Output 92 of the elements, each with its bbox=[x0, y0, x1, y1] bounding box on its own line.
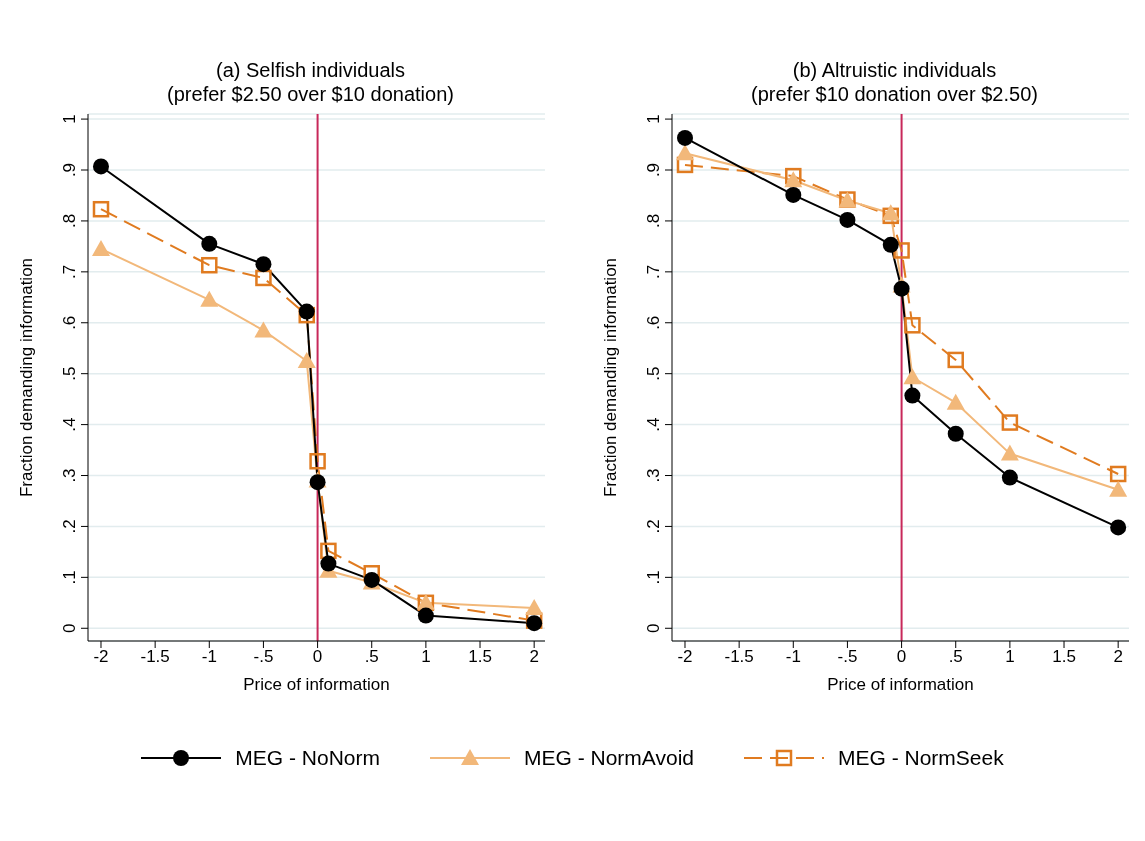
point bbox=[297, 351, 316, 368]
point bbox=[298, 303, 315, 320]
point bbox=[947, 351, 964, 369]
y-tick-label: .1 bbox=[644, 570, 663, 585]
point bbox=[320, 542, 337, 560]
y-tick-label: .7 bbox=[644, 264, 663, 279]
chart-subtitle: (prefer $10 donation over $2.50) bbox=[750, 82, 1039, 106]
point bbox=[784, 171, 803, 188]
x-tick-label: 2 bbox=[1113, 647, 1123, 667]
point bbox=[881, 204, 900, 221]
x-axis-title: Price of information bbox=[827, 675, 974, 694]
y-tick-label: .6 bbox=[60, 315, 79, 330]
y-tick-label: 0 bbox=[60, 623, 79, 633]
x-tick-label: 1.5 bbox=[468, 647, 492, 667]
x-axis-title: Price of information bbox=[243, 675, 390, 694]
point bbox=[320, 555, 337, 572]
point bbox=[904, 387, 921, 404]
y-tick-label: .6 bbox=[644, 315, 663, 330]
y-tick-label: .2 bbox=[644, 519, 663, 534]
x-tick-label: 1 bbox=[421, 647, 431, 667]
point bbox=[882, 236, 899, 253]
y-tick-label: 1 bbox=[60, 114, 79, 124]
y-tick-label: .7 bbox=[60, 264, 79, 279]
legend-label: MEG - NoNorm bbox=[235, 746, 380, 770]
x-tick-label: -2 bbox=[677, 647, 693, 667]
x-tick-label: -.5 bbox=[837, 647, 858, 667]
point bbox=[298, 306, 315, 324]
point bbox=[882, 207, 899, 225]
y-tick-label: 0 bbox=[644, 623, 663, 633]
point bbox=[255, 269, 272, 287]
x-tick-label: -2 bbox=[93, 647, 109, 667]
chart-title: (a) Selfish individuals bbox=[215, 58, 406, 82]
chart-subtitle: (prefer $2.50 over $10 donation) bbox=[166, 82, 455, 106]
point bbox=[1000, 444, 1019, 461]
y-tick-label: .2 bbox=[60, 519, 79, 534]
y-tick-label: .9 bbox=[60, 162, 79, 178]
point bbox=[785, 186, 802, 203]
point bbox=[1001, 414, 1019, 431]
y-tick-label: .5 bbox=[60, 366, 79, 381]
x-tick-label: .5 bbox=[364, 647, 379, 667]
point bbox=[677, 129, 693, 146]
y-axis-title: Fraction demanding information bbox=[601, 257, 621, 498]
legend-label: MEG - NormAvoid bbox=[524, 746, 694, 770]
point bbox=[1110, 519, 1127, 536]
x-tick-label: .5 bbox=[948, 647, 963, 667]
point bbox=[92, 239, 110, 256]
y-tick-label: .1 bbox=[60, 570, 79, 585]
y-tick-label: .3 bbox=[644, 468, 663, 483]
y-tick-label: .4 bbox=[644, 417, 663, 432]
point bbox=[309, 453, 326, 470]
y-tick-label: .3 bbox=[60, 468, 79, 483]
x-tick-label: -1 bbox=[785, 647, 801, 667]
point bbox=[417, 607, 434, 624]
point bbox=[1109, 480, 1128, 497]
point bbox=[1001, 469, 1018, 486]
y-tick-label: .4 bbox=[60, 417, 79, 432]
y-axis-title: Fraction demanding information bbox=[17, 257, 37, 498]
point bbox=[893, 280, 910, 297]
x-tick-label: 0 bbox=[312, 647, 323, 667]
legend-label: MEG - NormSeek bbox=[837, 746, 1004, 770]
point bbox=[893, 242, 910, 259]
point bbox=[1109, 465, 1127, 483]
point bbox=[785, 167, 802, 185]
point bbox=[201, 256, 218, 274]
point bbox=[525, 598, 544, 615]
point bbox=[947, 425, 964, 442]
point bbox=[903, 368, 922, 385]
point bbox=[676, 156, 694, 174]
point bbox=[839, 211, 856, 228]
point bbox=[92, 200, 110, 218]
y-tick-label: .5 bbox=[644, 366, 663, 381]
point bbox=[93, 158, 109, 175]
x-tick-label: 1.5 bbox=[1052, 647, 1076, 667]
y-tick-label: .8 bbox=[644, 213, 663, 229]
y-tick-label: 1 bbox=[644, 114, 663, 124]
x-tick-label: 0 bbox=[896, 647, 907, 667]
chart-title: (b) Altruistic individuals bbox=[791, 58, 998, 82]
point bbox=[676, 144, 694, 161]
x-tick-label: -.5 bbox=[253, 647, 274, 667]
x-tick-label: -1 bbox=[201, 647, 217, 667]
y-tick-label: .9 bbox=[644, 162, 663, 178]
point bbox=[255, 256, 272, 273]
point bbox=[946, 393, 965, 410]
point bbox=[200, 290, 219, 307]
x-tick-label: 1 bbox=[1005, 647, 1015, 667]
x-tick-label: -1.5 bbox=[724, 647, 754, 667]
x-tick-label: 2 bbox=[529, 647, 539, 667]
point bbox=[904, 317, 921, 334]
x-tick-label: -1.5 bbox=[140, 647, 170, 667]
y-tick-label: .8 bbox=[60, 213, 79, 229]
point bbox=[254, 321, 273, 338]
point bbox=[201, 235, 218, 252]
